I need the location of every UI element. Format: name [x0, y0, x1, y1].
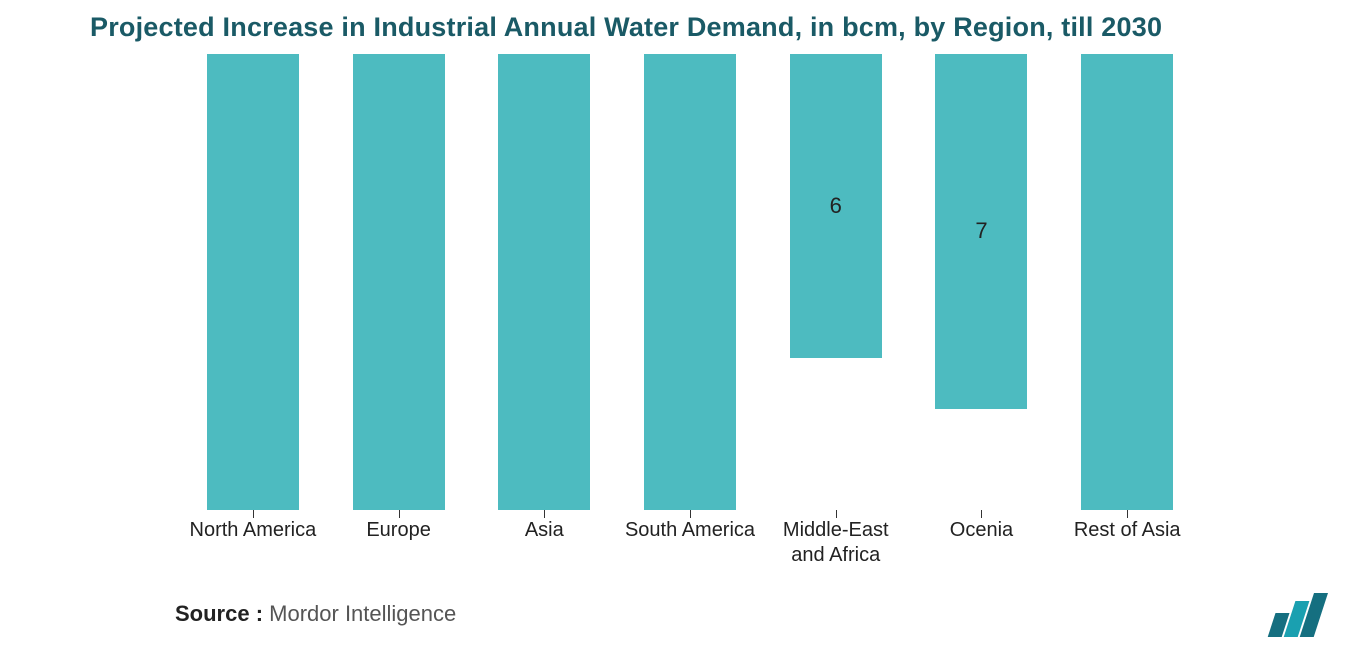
- x-label: Ocenia: [909, 518, 1055, 568]
- source-text: Mordor Intelligence: [263, 601, 456, 626]
- mordor-logo-icon: [1264, 593, 1336, 637]
- x-label: North America: [180, 518, 326, 568]
- bar-slot: [1054, 54, 1200, 510]
- x-label: Asia: [471, 518, 617, 568]
- source-label: Source :: [175, 601, 263, 626]
- x-tick: [399, 510, 400, 518]
- chart-title: Projected Increase in Industrial Annual …: [90, 12, 1336, 43]
- bar-slot: [326, 54, 472, 510]
- x-tick: [1127, 510, 1128, 518]
- bar-slot: 6: [763, 54, 909, 510]
- bar-middle-east-africa: 6: [790, 54, 882, 358]
- x-axis-labels: North America Europe Asia South America …: [180, 518, 1200, 568]
- bar-north-america: [207, 54, 299, 510]
- x-tick: [544, 510, 545, 518]
- x-tick: [690, 510, 691, 518]
- x-tick: [253, 510, 254, 518]
- x-label: Middle-East and Africa: [763, 518, 909, 568]
- bar-slot: [180, 54, 326, 510]
- bar-europe: [353, 54, 445, 510]
- bar-ocenia: 7: [935, 54, 1027, 409]
- bar-slot: [471, 54, 617, 510]
- bar-asia: [498, 54, 590, 510]
- source-attribution: Source : Mordor Intelligence: [175, 601, 456, 627]
- bars-container: 6 7: [180, 54, 1200, 510]
- chart-plot-area: 6 7: [180, 54, 1200, 510]
- x-tick: [836, 510, 837, 518]
- x-label: South America: [617, 518, 763, 568]
- bar-value-label: 6: [830, 193, 842, 219]
- x-tick: [981, 510, 982, 518]
- x-label: Rest of Asia: [1054, 518, 1200, 568]
- x-label: Europe: [326, 518, 472, 568]
- bar-slot: [617, 54, 763, 510]
- bar-slot: 7: [909, 54, 1055, 510]
- bar-value-label: 7: [975, 218, 987, 244]
- bar-south-america: [644, 54, 736, 510]
- bar-rest-of-asia: [1081, 54, 1173, 510]
